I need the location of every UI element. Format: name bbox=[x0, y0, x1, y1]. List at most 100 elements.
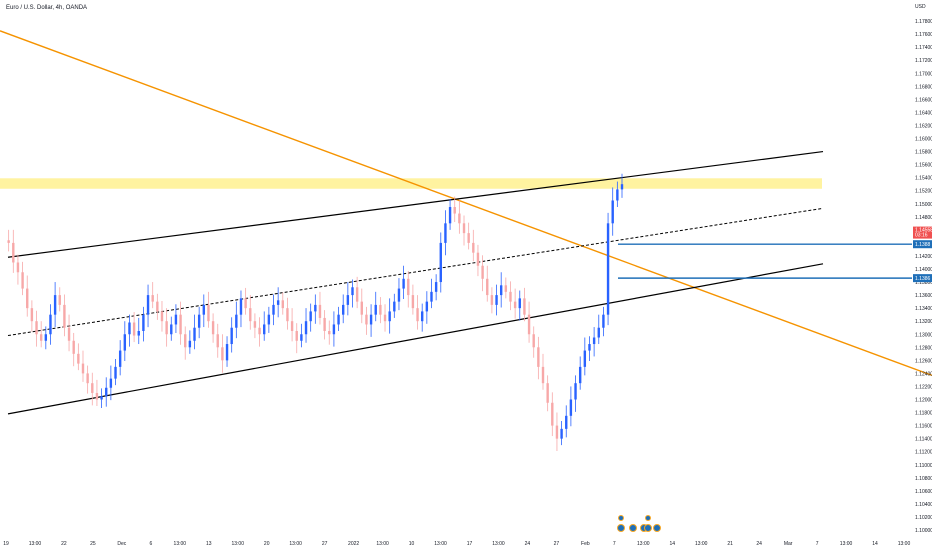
candle-body bbox=[239, 298, 243, 315]
candle-body bbox=[588, 344, 591, 351]
candle-body bbox=[95, 392, 99, 400]
candle-body bbox=[346, 295, 350, 305]
x-tick-label: 13:00 bbox=[174, 541, 187, 547]
candle bbox=[174, 304, 178, 333]
candle bbox=[230, 317, 233, 353]
candle-body bbox=[7, 240, 10, 243]
candle-body bbox=[35, 321, 38, 335]
candle bbox=[597, 314, 600, 345]
candle bbox=[179, 301, 182, 345]
y-tick-label: 1.15000 bbox=[915, 202, 932, 208]
event-marker-circle bbox=[653, 524, 661, 532]
candle-body bbox=[416, 308, 419, 322]
candle bbox=[467, 222, 470, 250]
x-tick-label: 13:00 bbox=[840, 541, 853, 547]
candle bbox=[7, 229, 10, 252]
candle bbox=[95, 379, 99, 407]
candle-body bbox=[393, 301, 396, 312]
event-marker-circle bbox=[617, 524, 625, 532]
orange-trendline bbox=[0, 30, 932, 377]
candle-body bbox=[151, 295, 154, 302]
candle-body bbox=[388, 311, 391, 322]
candle bbox=[555, 412, 559, 452]
candle-body bbox=[602, 314, 605, 328]
x-tick-label: 14 bbox=[669, 541, 675, 547]
candle bbox=[453, 196, 456, 223]
candle bbox=[151, 282, 154, 309]
x-tick-label: 25 bbox=[90, 541, 96, 547]
y-tick-label: 1.13200 bbox=[915, 319, 932, 325]
candle bbox=[35, 310, 38, 347]
y-tick-label: 1.10600 bbox=[915, 489, 932, 495]
candle bbox=[462, 215, 466, 246]
y-tick-label: 1.13600 bbox=[915, 293, 932, 299]
candle bbox=[221, 334, 224, 373]
candle-body bbox=[318, 304, 322, 318]
candle-body bbox=[551, 402, 554, 426]
candle-body bbox=[365, 314, 368, 325]
candle-body bbox=[555, 425, 559, 439]
candle-body bbox=[77, 353, 80, 364]
event-marker-icon bbox=[644, 524, 652, 532]
candle bbox=[328, 320, 331, 345]
candle bbox=[44, 326, 48, 350]
y-tick-label: 1.15600 bbox=[915, 163, 932, 169]
candle-body bbox=[286, 308, 289, 322]
candle bbox=[416, 295, 419, 330]
y-tick-label: 1.11200 bbox=[915, 450, 932, 456]
candle bbox=[263, 311, 266, 341]
candle-body bbox=[63, 304, 66, 328]
y-tick-label: 1.11600 bbox=[915, 424, 932, 430]
event-marker-icon bbox=[653, 524, 661, 532]
candle bbox=[620, 173, 624, 198]
candle-body bbox=[72, 340, 75, 354]
candle bbox=[397, 278, 401, 311]
candle-body bbox=[225, 344, 229, 361]
candle bbox=[91, 372, 94, 406]
candle-body bbox=[527, 314, 531, 335]
y-tick-label: 1.14200 bbox=[915, 254, 932, 260]
candle-body bbox=[518, 298, 521, 309]
candle-body bbox=[304, 321, 308, 335]
candle bbox=[495, 284, 498, 316]
candle-body bbox=[174, 314, 178, 325]
x-tick-label: Feb bbox=[581, 541, 590, 547]
candle-body bbox=[569, 399, 573, 416]
candle-body bbox=[197, 314, 201, 328]
candle bbox=[430, 278, 433, 309]
candle-body bbox=[397, 288, 401, 302]
candle bbox=[26, 275, 29, 317]
candle bbox=[490, 287, 494, 314]
y-tick-label: 1.12000 bbox=[915, 398, 932, 404]
level-upper-tag-bg bbox=[913, 240, 932, 249]
candle-body bbox=[499, 285, 503, 296]
candle bbox=[77, 343, 80, 371]
candle bbox=[286, 297, 289, 330]
candle bbox=[481, 255, 484, 292]
candle bbox=[439, 232, 442, 293]
candle bbox=[588, 336, 591, 362]
candle bbox=[509, 281, 512, 311]
candle bbox=[578, 356, 582, 390]
candle-body bbox=[541, 366, 545, 384]
x-tick-label: 13:00 bbox=[637, 541, 650, 547]
candle-body bbox=[290, 321, 294, 331]
candle bbox=[72, 332, 75, 367]
candle bbox=[211, 313, 215, 343]
candle bbox=[105, 377, 108, 407]
candle-body bbox=[583, 350, 587, 367]
candle bbox=[225, 336, 229, 367]
x-tick-label: Dec bbox=[117, 541, 126, 547]
y-tick-label: 1.10400 bbox=[915, 502, 932, 508]
candle-body bbox=[105, 387, 108, 397]
event-marker-top-icon bbox=[618, 515, 624, 521]
x-tick-label: 24 bbox=[525, 541, 531, 547]
candle bbox=[551, 392, 554, 437]
candle-body bbox=[337, 314, 340, 325]
x-tick-label: 7 bbox=[613, 541, 616, 547]
candle-body bbox=[21, 272, 24, 289]
candle bbox=[379, 297, 382, 324]
candle-body bbox=[253, 321, 257, 328]
candle bbox=[351, 279, 354, 308]
